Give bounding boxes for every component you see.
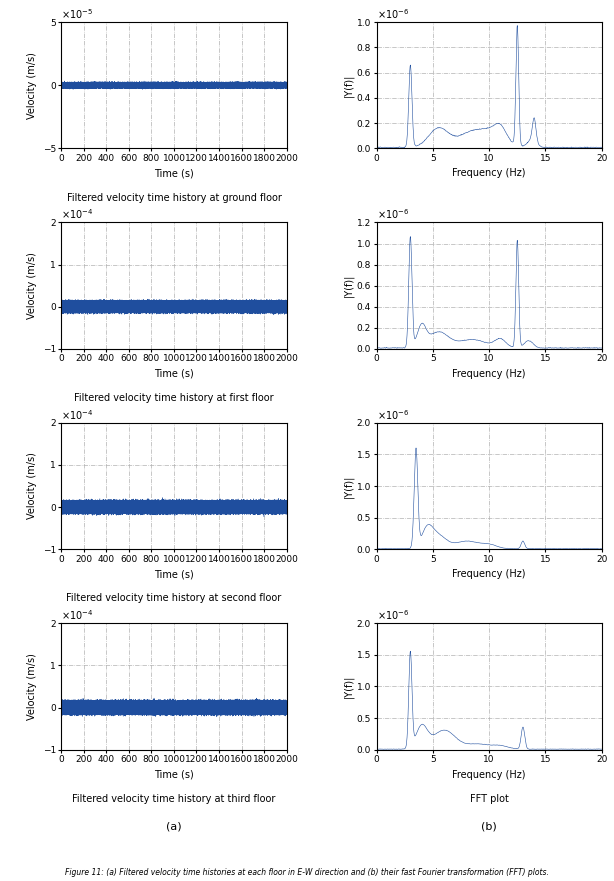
Y-axis label: |Y(f)|: |Y(f)| bbox=[343, 675, 354, 698]
Text: $\times10^{-4}$: $\times10^{-4}$ bbox=[61, 608, 94, 622]
Text: (b): (b) bbox=[481, 821, 497, 832]
Text: Figure 11: (a) Filtered velocity time histories at each floor in E-W direction a: Figure 11: (a) Filtered velocity time hi… bbox=[65, 868, 549, 877]
X-axis label: Frequency (Hz): Frequency (Hz) bbox=[453, 569, 526, 580]
X-axis label: Time (s): Time (s) bbox=[154, 569, 194, 580]
Text: Filtered velocity time history at third floor: Filtered velocity time history at third … bbox=[72, 794, 276, 803]
Text: $\times10^{-4}$: $\times10^{-4}$ bbox=[61, 408, 94, 422]
Y-axis label: Velocity (m/s): Velocity (m/s) bbox=[27, 653, 37, 720]
Text: (a): (a) bbox=[166, 821, 182, 832]
Y-axis label: |Y(f)|: |Y(f)| bbox=[343, 274, 354, 297]
Text: $\times10^{-6}$: $\times10^{-6}$ bbox=[376, 207, 409, 221]
Text: $\times10^{-4}$: $\times10^{-4}$ bbox=[61, 207, 94, 221]
X-axis label: Frequency (Hz): Frequency (Hz) bbox=[453, 168, 526, 179]
X-axis label: Frequency (Hz): Frequency (Hz) bbox=[453, 369, 526, 379]
X-axis label: Time (s): Time (s) bbox=[154, 168, 194, 179]
Text: Filtered velocity time history at ground floor: Filtered velocity time history at ground… bbox=[66, 193, 281, 203]
Text: $\times10^{-6}$: $\times10^{-6}$ bbox=[376, 408, 409, 422]
Y-axis label: Velocity (m/s): Velocity (m/s) bbox=[27, 252, 37, 319]
X-axis label: Time (s): Time (s) bbox=[154, 770, 194, 780]
Text: $\times10^{-5}$: $\times10^{-5}$ bbox=[61, 7, 93, 21]
Text: $\times10^{-6}$: $\times10^{-6}$ bbox=[376, 7, 409, 21]
X-axis label: Time (s): Time (s) bbox=[154, 369, 194, 379]
Text: FFT plot: FFT plot bbox=[470, 794, 508, 803]
X-axis label: Frequency (Hz): Frequency (Hz) bbox=[453, 770, 526, 780]
Y-axis label: Velocity (m/s): Velocity (m/s) bbox=[27, 453, 37, 520]
Y-axis label: |Y(f)|: |Y(f)| bbox=[343, 73, 354, 97]
Y-axis label: Velocity (m/s): Velocity (m/s) bbox=[27, 52, 37, 119]
Text: $\times10^{-6}$: $\times10^{-6}$ bbox=[376, 608, 409, 622]
Y-axis label: |Y(f)|: |Y(f)| bbox=[343, 474, 354, 498]
Text: Filtered velocity time history at first floor: Filtered velocity time history at first … bbox=[74, 393, 274, 403]
Text: Filtered velocity time history at second floor: Filtered velocity time history at second… bbox=[66, 594, 282, 603]
